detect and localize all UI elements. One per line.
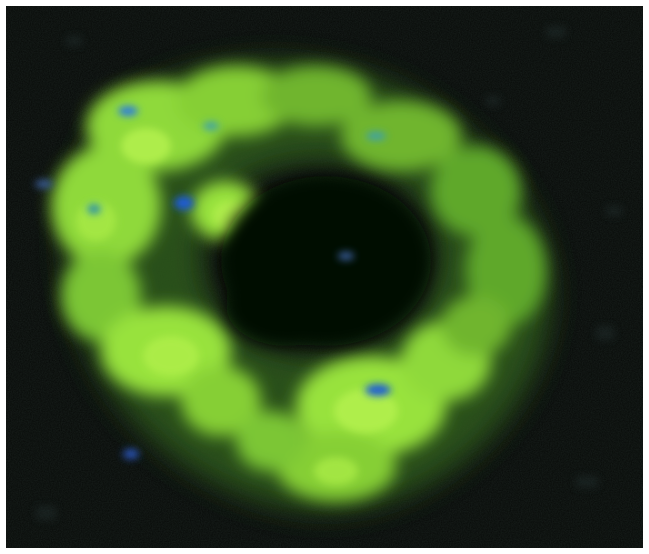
ring-lumen [221, 176, 431, 346]
micrograph-image [6, 6, 643, 548]
background-specks [36, 26, 622, 520]
blue-spots [35, 106, 391, 459]
micrograph-svg [6, 6, 643, 548]
signal-highlights [76, 128, 398, 485]
